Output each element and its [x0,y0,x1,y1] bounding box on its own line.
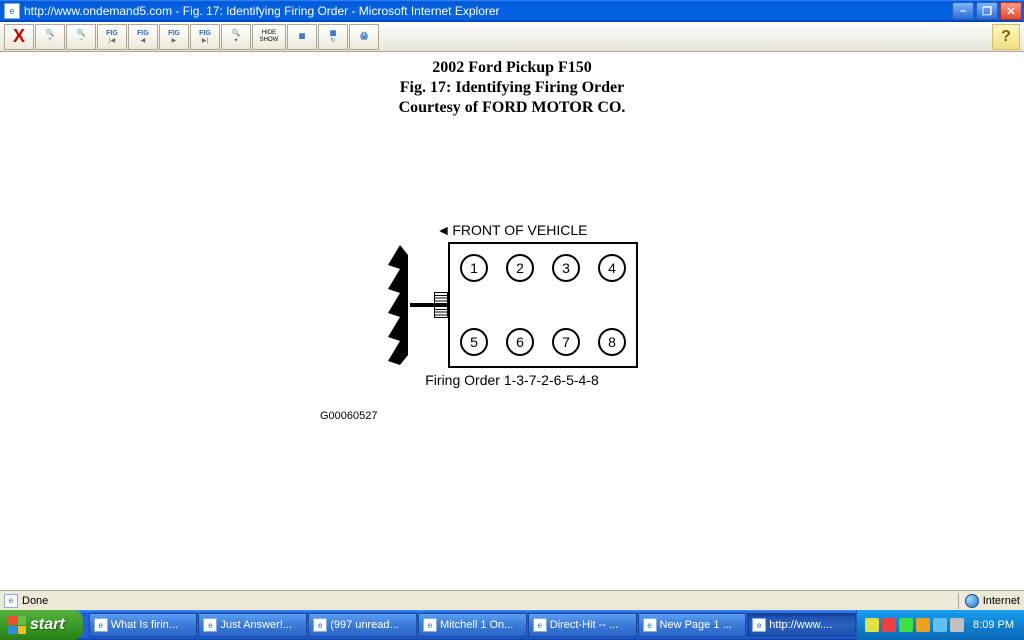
diagram-code: G00060527 [320,410,378,422]
page-icon: e [533,618,547,632]
print-button[interactable]: 🖨 [349,24,379,50]
status-bar: e Done Internet [0,590,1024,610]
document-heading: 2002 Ford Pickup F150 Fig. 17: Identifyi… [0,58,1024,118]
fig-prev-button[interactable]: FIG◀ [128,24,158,50]
taskbar-item[interactable]: eJust Answer!... [198,613,307,637]
tray-icon[interactable] [916,618,930,632]
minimize-button[interactable]: – [952,2,974,20]
page-icon: e [752,618,766,632]
tray-icon[interactable] [933,618,947,632]
page-icon: e [423,618,437,632]
windows-logo-icon [8,616,26,634]
firing-order-diagram: ◄ FRONT OF VEHICLE 1234 5678 Firing Orde… [386,222,638,388]
fig-next-button[interactable]: FIG▶ [159,24,189,50]
toolbar: X🔍+🔍−FIG|◀FIG◀FIG▶FIG▶|🔍✦HIDESHOW▦▦↻🖨 ? [0,22,1024,52]
cylinder-7: 7 [552,328,580,356]
tray-icon[interactable] [865,618,879,632]
status-text: Done [22,595,48,607]
cylinder-6: 6 [506,328,534,356]
page-icon: e [643,618,657,632]
page-icon: e [313,618,327,632]
cylinder-8: 8 [598,328,626,356]
engine-block: 1234 5678 [448,242,638,368]
front-of-vehicle-label: ◄ FRONT OF VEHICLE [386,222,638,238]
taskbar-clock: 8:09 PM [973,619,1014,631]
hide-show-button[interactable]: HIDESHOW [252,24,286,50]
taskbar-item[interactable]: eMitchell 1 On... [418,613,527,637]
maximize-button[interactable]: ❐ [976,2,998,20]
fig-first-button[interactable]: FIG|◀ [97,24,127,50]
window-titlebar: e http://www.ondemand5.com - Fig. 17: Id… [0,0,1024,22]
start-button[interactable]: start [0,610,83,640]
heading-line-1: 2002 Ford Pickup F150 [0,58,1024,78]
zoom-out-button[interactable]: 🔍− [66,24,96,50]
zone-text: Internet [983,595,1020,607]
heading-line-3: Courtesy of FORD MOTOR CO. [0,98,1024,118]
fig-last-button[interactable]: FIG▶| [190,24,220,50]
zoom-fit-button[interactable]: 🔍✦ [221,24,251,50]
taskbar-items: eWhat Is firin...eJust Answer!...e(997 u… [83,610,856,640]
page-icon: e [4,594,18,608]
tool-b-button[interactable]: ▦↻ [318,24,348,50]
cylinder-4: 4 [598,254,626,282]
app-icon: e [4,3,20,19]
tray-icon[interactable] [882,618,896,632]
firing-order-text: Firing Order 1-3-7-2-6-5-4-8 [386,372,638,388]
fan-icon [386,245,410,365]
taskbar-item[interactable]: ehttp://www.... [747,613,856,637]
page-icon: e [203,618,217,632]
cylinder-2: 2 [506,254,534,282]
taskbar-item[interactable]: eWhat Is firin... [89,613,198,637]
window-title: http://www.ondemand5.com - Fig. 17: Iden… [24,4,952,18]
tray-icon[interactable] [899,618,913,632]
help-button[interactable]: ? [992,24,1020,50]
content-area: 2002 Ford Pickup F150 Fig. 17: Identifyi… [0,52,1024,590]
heading-line-2: Fig. 17: Identifying Firing Order [0,78,1024,98]
taskbar-item[interactable]: e(997 unread... [308,613,417,637]
zoom-in-button[interactable]: 🔍+ [35,24,65,50]
taskbar: start eWhat Is firin...eJust Answer!...e… [0,610,1024,640]
cylinder-3: 3 [552,254,580,282]
internet-zone-icon [965,594,979,608]
shaft-icon [410,290,448,320]
cylinder-1: 1 [460,254,488,282]
taskbar-item[interactable]: eDirect-Hit -- ... [528,613,637,637]
taskbar-item[interactable]: eNew Page 1 ... [638,613,747,637]
system-tray: 8:09 PM [856,610,1024,640]
close-x-button[interactable]: X [4,24,34,50]
window-close-button[interactable]: ✕ [1000,2,1022,20]
arrow-left-icon: ◄ [437,222,451,238]
tray-icon[interactable] [950,618,964,632]
page-icon: e [94,618,108,632]
tool-a-button[interactable]: ▦ [287,24,317,50]
cylinder-5: 5 [460,328,488,356]
